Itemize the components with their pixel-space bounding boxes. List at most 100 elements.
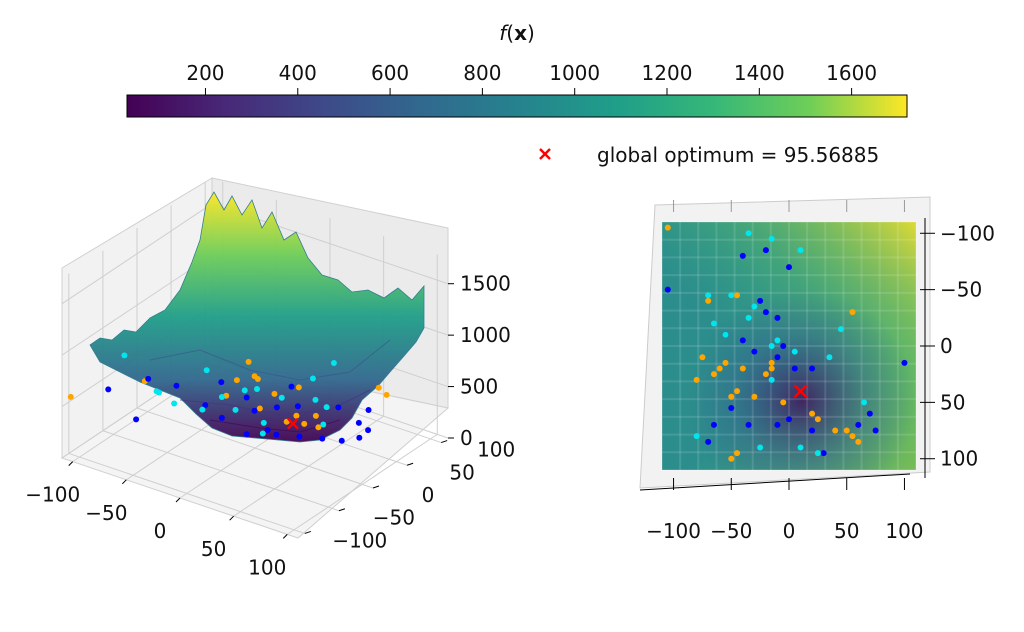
scatter-point xyxy=(780,343,787,349)
grid-line-y xyxy=(136,407,374,489)
scatter-point xyxy=(774,337,781,344)
scatter-point xyxy=(383,391,390,398)
scatter-point xyxy=(693,376,700,383)
scatter-point xyxy=(254,386,260,393)
x-tick-label: −100 xyxy=(25,483,80,507)
scatter-point xyxy=(762,309,769,316)
colorbar-tick-label: 800 xyxy=(463,61,501,85)
scatter-point xyxy=(762,371,769,378)
scatter-point xyxy=(259,430,266,437)
scatter-point xyxy=(256,405,263,412)
y-tick-label: 100 xyxy=(940,447,978,471)
scatter-point xyxy=(365,427,372,434)
scatter-point xyxy=(768,235,775,242)
y-tick-label: 100 xyxy=(477,438,515,462)
x-axis-line xyxy=(639,473,911,491)
scatter-point xyxy=(814,450,821,457)
x-tick-mark xyxy=(122,479,127,485)
scatter-point xyxy=(356,434,363,441)
scatter-point xyxy=(832,427,839,434)
y-tick-label: −50 xyxy=(373,506,415,530)
scatter-point xyxy=(264,427,271,434)
y-tick-label: 50 xyxy=(940,390,965,414)
scatter-point xyxy=(797,444,804,451)
colorbar-tick-label: 400 xyxy=(279,61,317,85)
scatter-point xyxy=(173,382,180,389)
scatter-point xyxy=(809,410,816,417)
z-tick-label: 500 xyxy=(460,375,498,399)
scatter-point xyxy=(320,421,327,428)
y-tick-label: −50 xyxy=(940,278,982,302)
scatter-3d xyxy=(67,352,390,444)
scatter-point xyxy=(751,348,758,355)
scatter-point xyxy=(273,404,280,411)
scatter-2d xyxy=(664,224,908,462)
scatter-point xyxy=(233,377,240,384)
optimum-marker-3d xyxy=(287,417,299,430)
scatter-point xyxy=(273,431,280,438)
scatter-point xyxy=(809,365,816,372)
optimum-marker-2d xyxy=(793,384,808,398)
scatter-point xyxy=(855,421,862,428)
scatter-point xyxy=(861,399,868,406)
scatter-point xyxy=(757,444,764,451)
scatter-point xyxy=(751,303,758,310)
scatter-point xyxy=(791,365,798,372)
x-tick-label: 100 xyxy=(248,555,286,579)
y-tick-mark xyxy=(304,530,311,534)
scatter-point xyxy=(243,431,250,438)
scatter-point xyxy=(710,421,717,428)
scatter-point xyxy=(260,419,267,426)
scatter-point xyxy=(705,438,712,445)
scatter-point xyxy=(710,320,717,327)
z-tick-label: 0 xyxy=(460,426,473,450)
colorbar-tick-label: 1600 xyxy=(826,61,877,85)
scatter-point xyxy=(716,365,723,372)
scatter-point xyxy=(705,292,712,299)
colorbar-tick-label: 1000 xyxy=(549,61,600,85)
scatter-point xyxy=(199,406,206,413)
scatter-point xyxy=(365,407,372,414)
z-tick-label: 1500 xyxy=(460,272,511,296)
scatter-point xyxy=(278,394,285,401)
scatter-point xyxy=(133,416,140,423)
scatter-point xyxy=(301,420,308,427)
scatter-point xyxy=(786,264,792,271)
scatter-point xyxy=(323,404,330,411)
scatter-point xyxy=(309,375,316,382)
scatter-point xyxy=(294,403,301,410)
heatmap-plot: −100 −50 0 50 100 −100 −50 0 50 100 xyxy=(639,196,995,543)
scatter-point xyxy=(768,359,775,366)
scatter-point xyxy=(241,387,248,394)
scatter-point xyxy=(739,337,746,344)
x-tick-label: 50 xyxy=(834,519,859,543)
scatter-point xyxy=(751,393,758,400)
colorbar: f(x) 200 400 600 800 1000 1200 1400 1600 xyxy=(126,21,908,118)
scatter-point xyxy=(232,406,239,413)
scatter-point xyxy=(739,365,746,372)
scatter-point xyxy=(872,427,879,434)
scatter-point xyxy=(664,224,671,231)
scatter-point xyxy=(791,348,798,355)
axes-2d: −100 −50 0 50 100 −100 −50 0 50 100 xyxy=(639,200,995,543)
scatter-point xyxy=(335,404,342,411)
colorbar-tick-label: 1200 xyxy=(642,61,693,85)
grid-line-y xyxy=(102,430,340,512)
scatter-point xyxy=(734,450,741,457)
scatter-point xyxy=(330,359,337,366)
scatter-point xyxy=(768,343,775,349)
scatter-point xyxy=(312,396,319,403)
scatter-point xyxy=(338,437,345,444)
legend: global optimum = 95.56885 xyxy=(539,143,879,167)
scatter-point xyxy=(699,354,706,361)
grid-line-y xyxy=(68,452,305,534)
scatter-point xyxy=(745,230,752,237)
y-tick-mark xyxy=(372,485,380,489)
scatter-point xyxy=(295,384,302,391)
x-tick-mark xyxy=(68,461,74,466)
scatter-point xyxy=(296,433,303,440)
scatter-point xyxy=(820,450,827,457)
scatter-point xyxy=(288,383,295,390)
